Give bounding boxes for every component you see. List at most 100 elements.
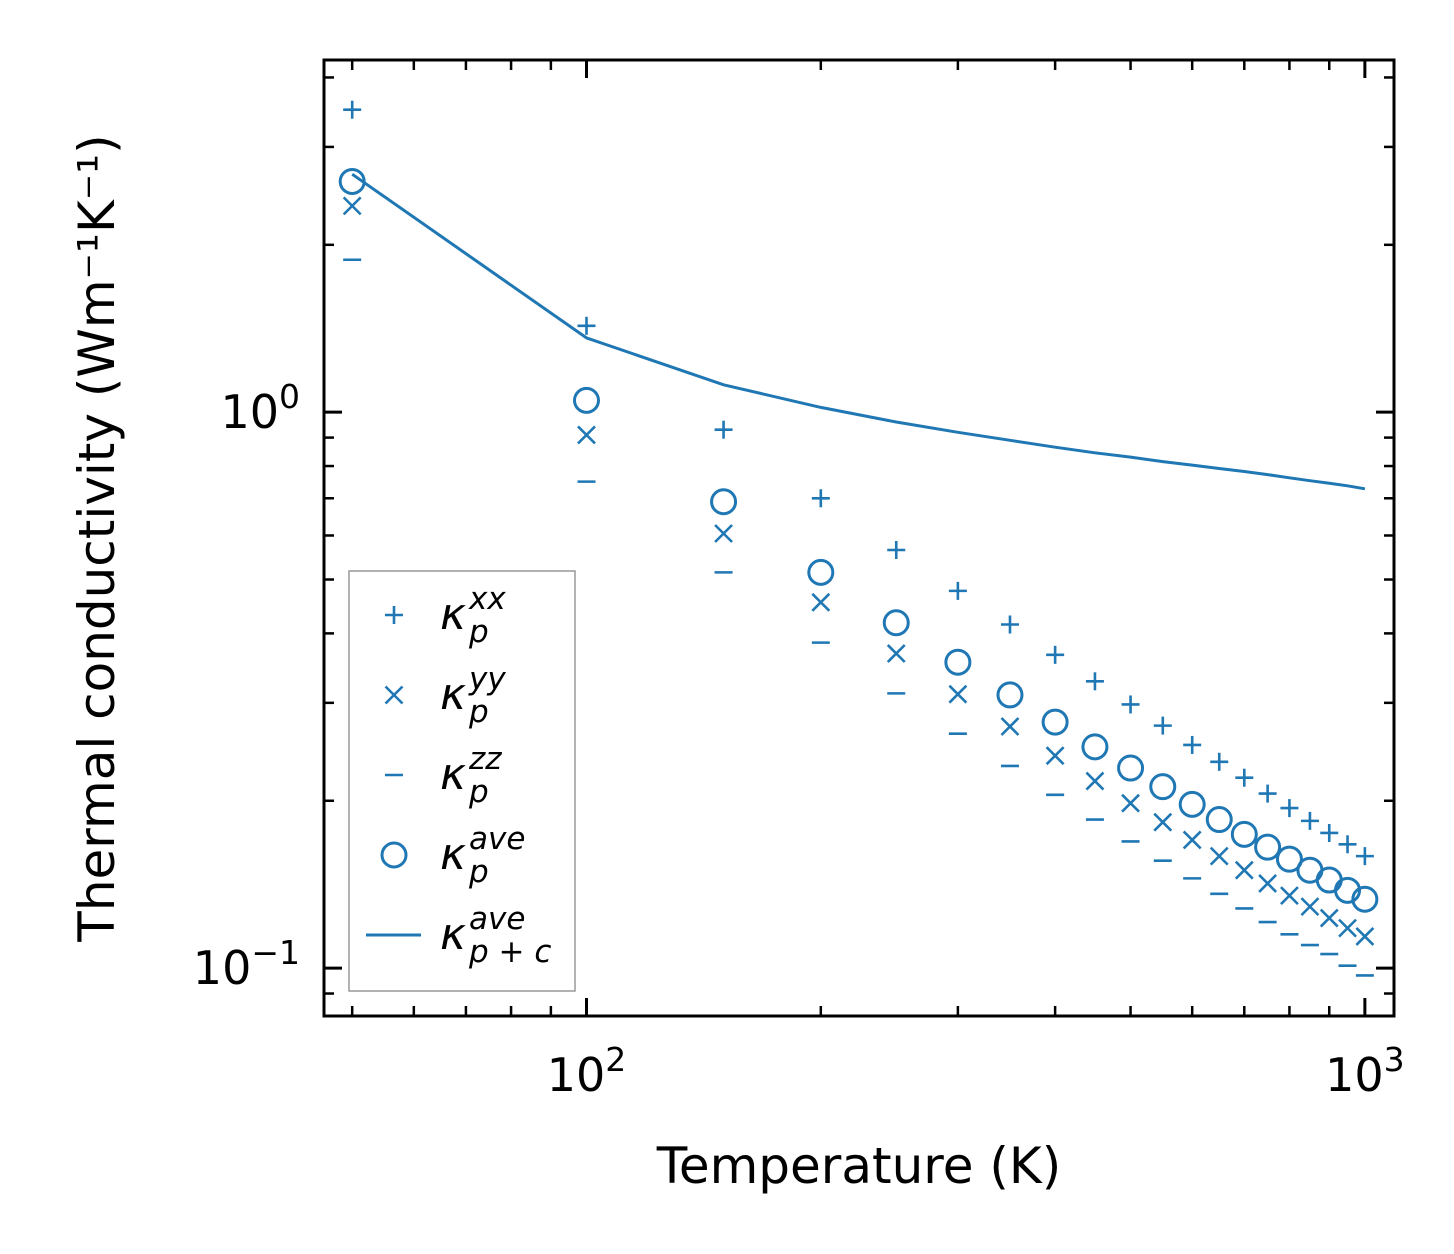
data-point-kxx xyxy=(1210,752,1229,771)
data-point-kyy xyxy=(886,644,906,663)
data-point-kxx xyxy=(1235,768,1254,787)
circle-marker xyxy=(1041,708,1069,736)
x-marker-b xyxy=(811,592,831,612)
data-point-kyy xyxy=(1045,746,1065,766)
circle-marker xyxy=(1315,866,1343,894)
circle-marker xyxy=(1081,733,1109,761)
legend-label-base: κ xyxy=(440,829,466,880)
tick-label-base: 10 xyxy=(193,941,252,995)
circle-marker xyxy=(1178,790,1206,818)
data-point-kave xyxy=(1041,708,1069,736)
axis-ticks xyxy=(324,60,1394,1016)
x-marker-b xyxy=(342,196,362,216)
plot-series xyxy=(338,100,1379,977)
series-kyy xyxy=(342,196,1375,946)
data-point-kyy xyxy=(1121,793,1140,813)
legend-marker-kave xyxy=(380,841,408,869)
circle-marker xyxy=(1205,806,1233,834)
legend-label-sup: ave xyxy=(469,901,525,937)
data-point-kave xyxy=(1351,885,1379,913)
data-point-kyy xyxy=(1300,897,1320,917)
data-point-kyy xyxy=(811,592,831,612)
data-point-kave xyxy=(944,648,972,676)
circle-marker xyxy=(944,648,972,676)
legend-entry-kave: κave p xyxy=(380,821,525,890)
y-tick-label: 10−1 xyxy=(193,933,300,995)
data-point-kave xyxy=(1149,773,1177,801)
circle-marker xyxy=(1275,845,1303,873)
x-marker-b xyxy=(1234,860,1254,880)
data-point-kxx xyxy=(1338,835,1357,854)
y-axis-label: Thermal conductivity (Wm⁻¹K⁻¹) xyxy=(68,134,126,942)
legend-label-base: κ xyxy=(440,589,466,640)
tick-label-exponent: 0 xyxy=(279,377,300,416)
x-marker-b xyxy=(1355,927,1375,946)
data-point-kxx xyxy=(343,100,362,119)
data-point-kyy xyxy=(1319,908,1339,928)
data-point-kxx xyxy=(811,489,830,508)
data-point-kxx xyxy=(1183,735,1202,754)
data-point-kyy xyxy=(1280,886,1299,906)
legend-label-sup: xx xyxy=(468,581,506,617)
circle-marker xyxy=(1117,754,1145,782)
series-line-kave_pc xyxy=(351,172,1366,491)
legend-frame xyxy=(348,570,576,992)
plot-frame xyxy=(322,58,1396,1018)
data-point-kxx xyxy=(577,316,596,335)
legend-marker-kyy xyxy=(384,685,404,705)
tick-label-exponent: 3 xyxy=(1384,1040,1405,1079)
x-marker-b xyxy=(886,644,906,663)
circle-marker xyxy=(1254,833,1282,861)
circle-marker xyxy=(996,681,1024,709)
x-tick-label: 103 xyxy=(1325,1040,1405,1102)
circle-marker xyxy=(1230,820,1258,848)
legend-label-sub: p xyxy=(468,694,489,730)
x-marker-b xyxy=(1000,717,1020,736)
x-marker-b xyxy=(384,685,404,705)
x-marker-b xyxy=(1300,897,1320,917)
data-point-kxx xyxy=(887,541,906,560)
tick-label-exponent: 2 xyxy=(605,1040,626,1079)
data-point-kyy xyxy=(1258,874,1278,893)
x-marker-b xyxy=(1153,812,1173,832)
legend-entry-kzz: κzz p xyxy=(385,741,502,810)
tick-label-base: 10 xyxy=(1325,1048,1384,1102)
data-point-kyy xyxy=(1209,846,1229,866)
data-point-kave xyxy=(710,488,738,516)
data-point-kave xyxy=(996,681,1024,709)
data-point-kyy xyxy=(1085,771,1105,791)
legend-label-kzz: κzz p xyxy=(440,741,502,810)
circle-marker xyxy=(380,841,408,869)
data-point-kxx xyxy=(1258,784,1277,803)
data-point-kave xyxy=(1254,833,1282,861)
x-marker-b xyxy=(1258,874,1278,893)
tick-label-exponent: −1 xyxy=(251,933,300,972)
y-tick-label: 100 xyxy=(220,377,300,439)
data-point-kxx xyxy=(714,420,733,439)
legend-label-base: κ xyxy=(440,669,466,720)
data-point-kave xyxy=(1230,820,1258,848)
x-marker-b xyxy=(1182,830,1202,850)
legend-label-base: κ xyxy=(440,909,466,960)
circle-marker xyxy=(1334,876,1362,904)
legend-label-sup: yy xyxy=(468,661,506,697)
legend-label-base: κ xyxy=(440,749,466,800)
data-point-kave xyxy=(807,558,835,586)
x-marker-b xyxy=(1121,793,1140,813)
data-point-kyy xyxy=(1234,860,1254,880)
circle-marker xyxy=(1351,885,1379,913)
legend-label-sup: ave xyxy=(469,821,525,857)
data-point-kave xyxy=(1081,733,1109,761)
data-point-kyy xyxy=(342,196,362,216)
legend-marker-kxx xyxy=(385,606,403,624)
x-axis-label: Temperature (K) xyxy=(656,1137,1061,1195)
legend-label-sub: p xyxy=(468,774,489,810)
x-marker-b xyxy=(1338,918,1357,938)
data-point-kxx xyxy=(1085,672,1104,691)
series-kave xyxy=(338,167,1379,913)
legend-label-kyy: κyy p xyxy=(440,661,506,730)
data-point-kyy xyxy=(1153,812,1173,832)
